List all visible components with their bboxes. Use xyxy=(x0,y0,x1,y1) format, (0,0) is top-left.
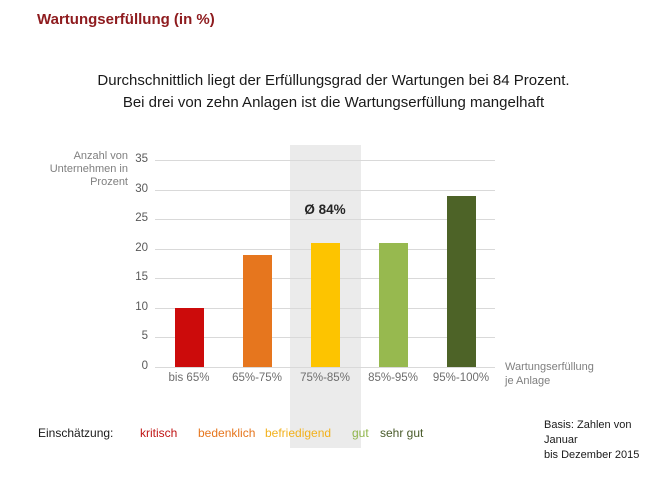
x-category-label: 75%-85% xyxy=(300,372,350,384)
bar-bis 65% xyxy=(174,307,204,367)
average-annotation: Ø 84% xyxy=(304,202,346,217)
y-tick-label-5: 5 xyxy=(141,330,148,343)
x-axis-title: Wartungserfüllung je Anlage xyxy=(505,361,594,387)
legend-item-sehr-gut: sehr gut xyxy=(380,426,424,440)
gridline-0 xyxy=(155,367,495,368)
x-category-label: 85%-95% xyxy=(368,372,418,384)
legend-label: Einschätzung: xyxy=(38,426,114,440)
chart-subtitle: Durchschnittlich liegt der Erfüllungsgra… xyxy=(97,72,570,111)
bar-85%-95% xyxy=(378,242,408,367)
bar-75%-85% xyxy=(310,242,340,367)
legend-item-kritisch: kritisch xyxy=(140,426,178,440)
x-category-label: 65%-75% xyxy=(232,372,282,384)
x-category-label: 95%-100% xyxy=(432,372,490,384)
plot-area: 0 5 10 15 20 25 30 35 bis 65% 65%-75% 75%-85% 85%-9… xyxy=(135,145,495,448)
gridline-30 xyxy=(155,189,495,191)
y-tick-label-35: 35 xyxy=(135,153,148,165)
gridline-35 xyxy=(155,160,495,161)
legend-item-gut: gut xyxy=(352,426,369,440)
y-tick-label-30: 30 xyxy=(135,182,148,195)
legend: Einschätzung: kritisch bedenklich befriedi… xyxy=(0,426,667,442)
y-axis-title: Anzahl von Unternehmen in Prozent xyxy=(49,150,128,188)
source-footnote: Basis: Zahlen von Januar bis Dezember 20… xyxy=(544,419,640,461)
y-tick-label-0: 0 xyxy=(141,360,148,372)
y-tick-label-25: 25 xyxy=(135,212,148,225)
gridline-25 xyxy=(155,219,495,221)
y-tick-label-20: 20 xyxy=(135,241,148,254)
legend-item-befriedigend: befriedigend xyxy=(265,426,332,440)
y-tick-label-15: 15 xyxy=(135,271,148,284)
legend-item-bedenklich: bedenklich xyxy=(198,426,256,440)
bar-65%-75% xyxy=(242,254,272,367)
page-title: Wartungserfüllung (in %) xyxy=(37,11,215,28)
y-tick-label-10: 10 xyxy=(135,300,148,313)
bar-95%-100% xyxy=(446,195,476,367)
x-category-label: bis 65% xyxy=(168,372,210,384)
